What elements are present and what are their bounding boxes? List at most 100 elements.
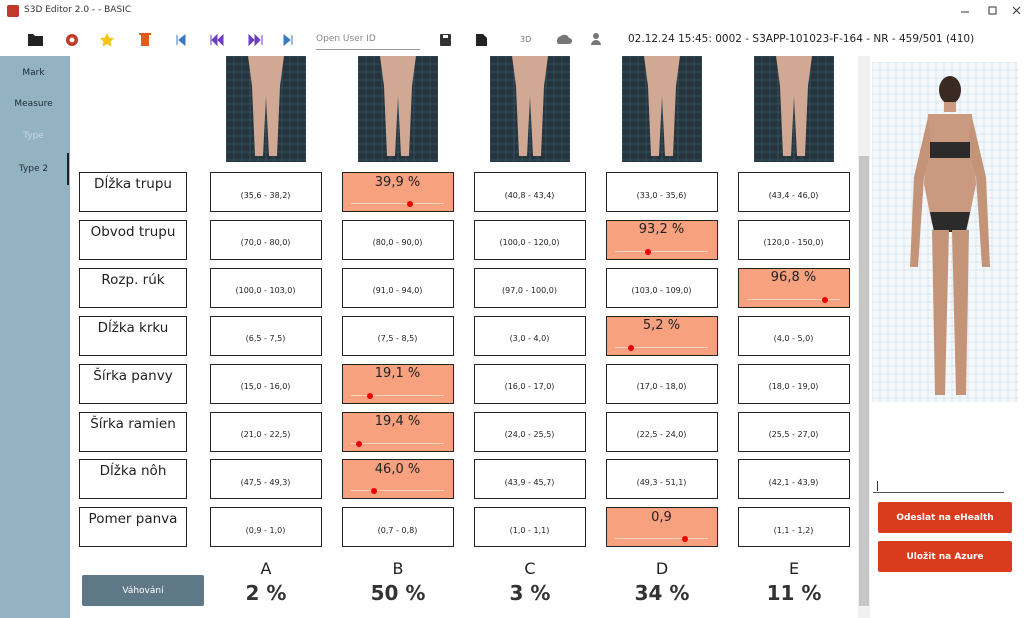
cell-range: (33,0 - 35,6) [607,189,716,201]
action-button[interactable]: Odeslat na eHealth [878,502,1012,533]
range-cell: (103,0 - 109,0) [606,268,718,308]
weighting-button[interactable]: Váhování [82,575,204,606]
range-line [351,443,444,444]
highlighted-cell: 19,4 % [342,412,454,452]
range-cell: (70,0 - 80,0) [210,220,322,260]
cell-range: (120,0 - 150,0) [739,237,848,249]
body-scan-thumbnail [358,56,438,162]
range-line [351,490,444,491]
range-cell: (0,7 - 0,8) [342,507,454,547]
range-cell: (17,0 - 18,0) [606,364,718,404]
app-icon [7,5,19,17]
row-label: Pomer panva [79,507,187,547]
sidebar-item[interactable]: Type [0,127,67,145]
cell-range: (70,0 - 80,0) [211,237,320,249]
range-cell: (22,5 - 24,0) [606,412,718,452]
window-controls[interactable] [955,4,1025,18]
column-percentage: 11 % [738,580,850,606]
highlighted-cell: 93,2 % [606,220,718,260]
range-cell: (6,5 - 7,5) [210,316,322,356]
sidebar: Mark Measure Type Type 2 [0,56,70,618]
cell-range: (21,0 - 22,5) [211,429,320,441]
cell-range: (6,5 - 7,5) [211,333,320,345]
range-line [351,203,444,204]
cell-range: (0,7 - 0,8) [343,524,452,536]
range-cell: (3,0 - 4,0) [474,316,586,356]
range-cell: (25,5 - 27,0) [738,412,850,452]
range-cell: (35,6 - 38,2) [210,172,322,212]
column-letter: A [210,558,322,578]
cell-range: (24,0 - 25,5) [475,429,584,441]
action-button[interactable]: Uložit na Azure [878,541,1012,572]
cell-range: (16,0 - 17,0) [475,381,584,393]
value-dot [371,488,377,494]
range-line [8,31,101,32]
cell-value: 93,2 % [607,222,716,238]
cell-range: (4,0 - 5,0) [739,333,848,345]
root: S3D Editor 2.0 - - BASIC Open User ID 3D… [0,0,1028,618]
range-cell: (15,0 - 16,0) [210,364,322,404]
range-cell: (0,9 - 1,0) [210,507,322,547]
cell-range: (42,1 - 43,9) [739,476,848,488]
user-id-input[interactable]: Open User ID [316,34,420,50]
cell-range: (97,0 - 100,0) [475,285,584,297]
highlighted-cell: 0,9 [606,507,718,547]
range-cell: (7,5 - 8,5) [342,316,454,356]
range-cell: (91,0 - 94,0) [342,268,454,308]
title-bar: S3D Editor 2.0 - - BASIC [0,0,1028,22]
value-dot [645,249,651,255]
cell-range: (91,0 - 94,0) [343,285,452,297]
body-scan-front [872,62,1018,402]
cell-range: (40,8 - 43,4) [475,189,584,201]
3d-button[interactable]: 3D [520,35,531,44]
column-letter: C [474,558,586,578]
cell-range: (35,6 - 38,2) [211,189,320,201]
column-letter: D [606,558,718,578]
text-input[interactable] [873,478,1004,493]
highlighted-cell: 46,0 % [342,459,454,499]
range-cell: (40,8 - 43,4) [474,172,586,212]
cell-range: (18,0 - 19,0) [739,381,848,393]
body-scan-thumbnail [226,56,306,162]
row-label: Dĺžka trupu [79,172,187,212]
range-cell: (47,5 - 49,3) [210,459,322,499]
selected-indicator [67,153,69,185]
window-title: S3D Editor 2.0 - - BASIC [24,5,131,15]
sidebar-item[interactable]: Type 2 [0,160,67,178]
cell-range: (0,9 - 1,0) [211,524,320,536]
range-cell: (4,0 - 5,0) [738,316,850,356]
column-letter: B [342,558,454,578]
cell-range: (100,0 - 103,0) [211,285,320,297]
range-cell: (21,0 - 22,5) [210,412,322,452]
scrollbar-thumb[interactable] [859,156,869,606]
body-scan-thumbnail [754,56,834,162]
value-dot [356,441,362,447]
cell-value: 96,8 % [739,270,848,286]
cell-range: (103,0 - 109,0) [607,285,716,297]
cell-range: (7,5 - 8,5) [343,333,452,345]
highlighted-cell: 39,9 % [342,172,454,212]
cell-value: 19,1 % [343,366,452,382]
cell-range: (1,0 - 1,1) [475,524,584,536]
cell-range: (43,4 - 46,0) [739,189,848,201]
cell-range: (49,3 - 51,1) [607,476,716,488]
sidebar-item[interactable]: Measure [0,95,67,113]
highlighted-cell: 96,8 % [738,268,850,308]
value-dot [407,201,413,207]
column-percentage: 3 % [474,580,586,606]
range-cell: (33,0 - 35,6) [606,172,718,212]
column-percentage: 34 % [606,580,718,606]
row-label: Dĺžka krku [79,316,187,356]
row-label: Obvod trupu [79,220,187,260]
column-percentage: 2 % [210,580,322,606]
value-dot [682,536,688,542]
scrollbar[interactable] [858,56,870,618]
range-cell: (1,0 - 1,1) [474,507,586,547]
cell-value: 0,9 [607,509,716,525]
sidebar-item[interactable]: Mark [0,64,67,82]
body-scan-thumbnail [490,56,570,162]
cell-range: (80,0 - 90,0) [343,237,452,249]
range-cell: (1,1 - 1,2) [738,507,850,547]
cell-value: 39,9 % [343,174,452,190]
cell-value: 46,0 % [343,461,452,477]
